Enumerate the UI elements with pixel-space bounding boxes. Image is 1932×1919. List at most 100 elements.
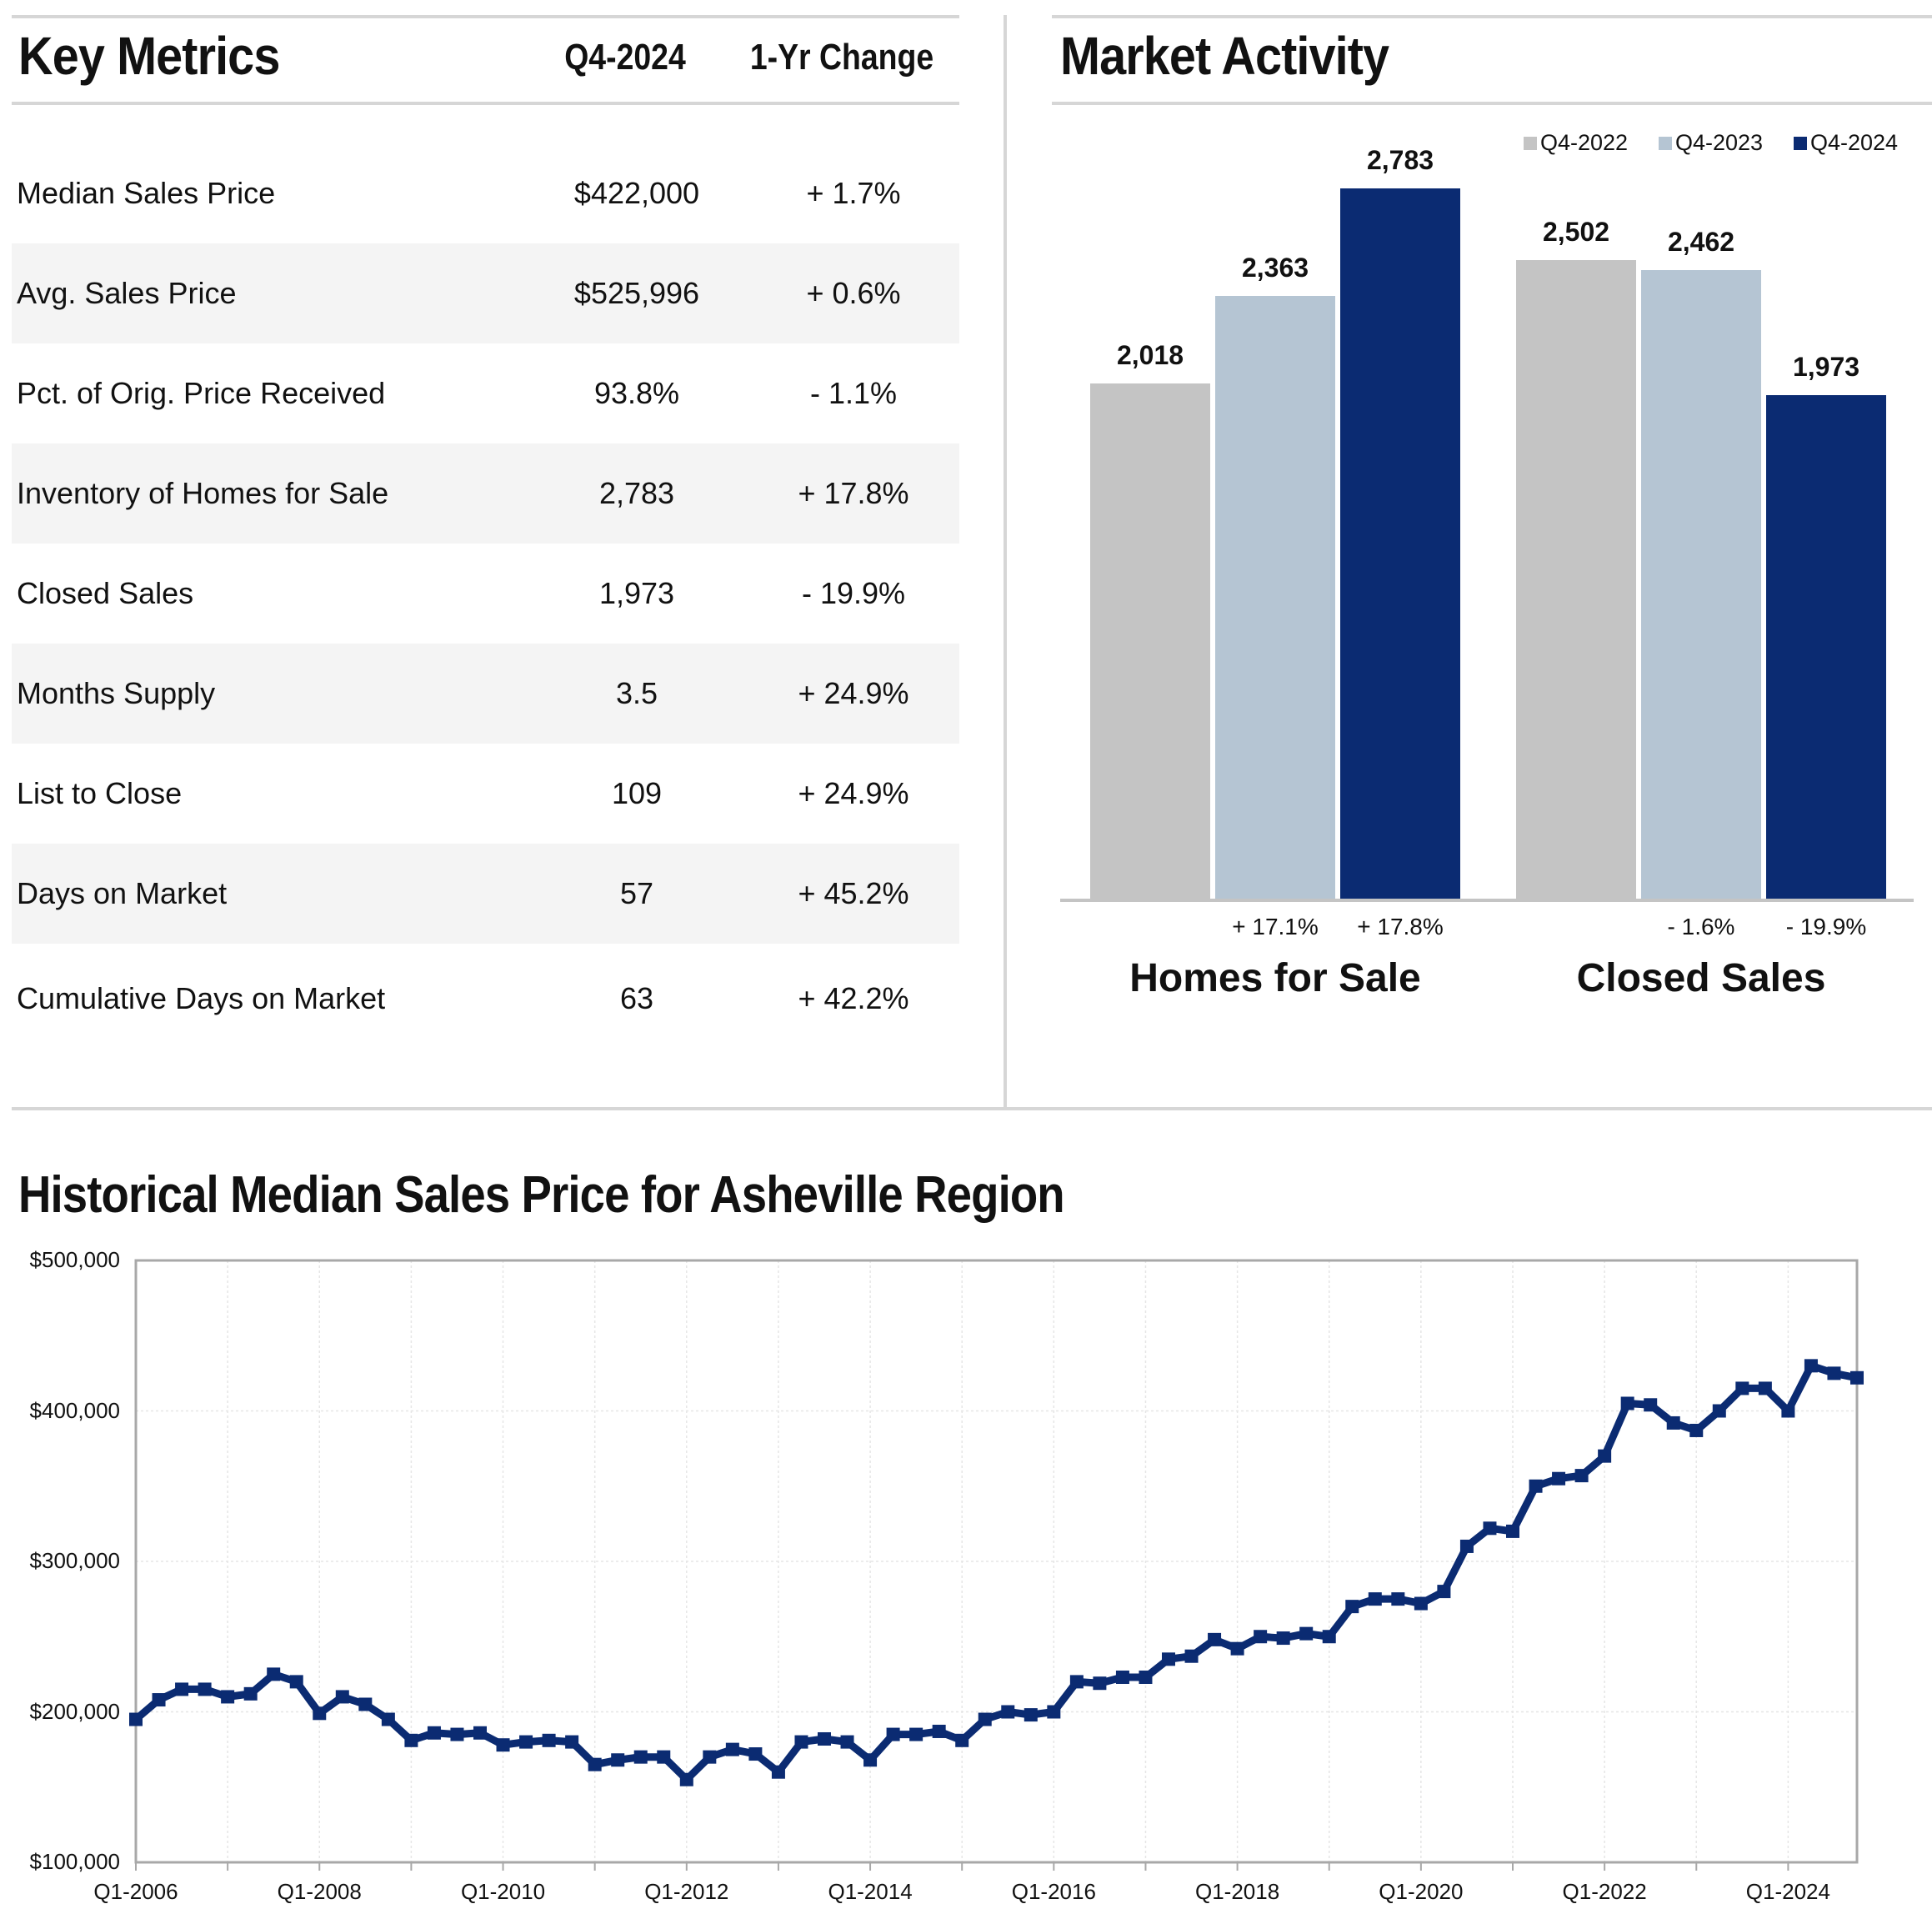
data-point <box>335 1690 349 1704</box>
metric-row: Cumulative Days on Market 63 + 42.2% <box>12 949 959 1049</box>
metric-label: Days on Market <box>17 876 228 910</box>
data-point <box>1093 1676 1107 1691</box>
data-point <box>289 1675 303 1689</box>
bar-change-label: - 1.6% <box>1667 914 1735 939</box>
x-tick-label: Q1-2018 <box>1195 1879 1280 1904</box>
metric-row: Inventory of Homes for Sale 2,783 + 17.8% <box>12 443 959 544</box>
data-point <box>703 1750 717 1764</box>
data-point <box>175 1682 189 1696</box>
bar-value-label: 1,973 <box>1792 352 1860 383</box>
data-point <box>1574 1469 1589 1483</box>
metric-change: + 42.2% <box>798 981 909 1015</box>
data-point <box>840 1735 854 1749</box>
bar-change-label: + 17.8% <box>1357 914 1444 939</box>
bar <box>1516 260 1636 899</box>
data-point <box>519 1735 533 1749</box>
data-point <box>725 1742 739 1756</box>
data-point <box>565 1735 579 1749</box>
data-point <box>1827 1366 1841 1380</box>
legend-item: Q4-2024 <box>1794 130 1898 156</box>
data-point <box>611 1753 625 1767</box>
data-point <box>1735 1381 1749 1395</box>
metric-change: + 24.9% <box>798 776 909 810</box>
data-point <box>542 1733 556 1747</box>
metric-label: Cumulative Days on Market <box>17 981 386 1015</box>
data-point <box>1758 1381 1772 1395</box>
data-point <box>1483 1521 1497 1536</box>
x-tick-label: Q1-2006 <box>93 1879 178 1904</box>
metric-label: Avg. Sales Price <box>17 276 237 310</box>
data-point <box>1162 1652 1175 1666</box>
data-point <box>243 1686 258 1701</box>
x-tick-label: Q1-2024 <box>1745 1879 1830 1904</box>
data-point <box>1047 1705 1061 1719</box>
data-point <box>679 1772 693 1786</box>
metric-value: 2,783 <box>598 476 675 510</box>
data-point <box>1208 1632 1222 1646</box>
bar-value-label: 2,502 <box>1542 217 1610 247</box>
bar-group-label: Homes for Sale <box>1129 956 1421 1000</box>
data-point <box>1437 1585 1451 1599</box>
data-point <box>496 1738 510 1752</box>
plot-frame <box>134 1259 1859 1864</box>
data-point <box>129 1712 143 1726</box>
data-point <box>1322 1630 1336 1644</box>
data-point <box>588 1757 602 1771</box>
data-point <box>1644 1398 1658 1412</box>
metric-label: Months Supply <box>17 676 216 710</box>
data-point <box>818 1731 831 1746</box>
metric-row: Days on Market 57 + 45.2% <box>12 844 959 944</box>
metric-value: 1,973 <box>598 576 675 610</box>
data-point <box>358 1697 373 1711</box>
data-point <box>1391 1592 1405 1606</box>
data-point <box>1506 1524 1519 1538</box>
metric-row: Pct. of Orig. Price Received 93.8% - 1.1% <box>12 343 959 443</box>
metric-row: Closed Sales 1,973 - 19.9% <box>12 544 959 644</box>
metric-label: Closed Sales <box>17 576 194 610</box>
metric-value: $422,000 <box>573 176 700 210</box>
x-tick-label: Q1-2014 <box>828 1879 913 1904</box>
legend-item: Q4-2023 <box>1659 130 1763 156</box>
x-tick-label: Q1-2008 <box>277 1879 362 1904</box>
ma-header-rule <box>1052 102 1932 105</box>
data-point <box>1184 1649 1199 1663</box>
bar-change-label: + 17.1% <box>1232 914 1319 939</box>
data-point <box>1299 1626 1314 1641</box>
legend-swatch <box>1794 137 1807 150</box>
metric-change: - 1.1% <box>809 376 898 410</box>
bar-group-label: Closed Sales <box>1576 956 1826 1000</box>
data-point <box>1276 1631 1290 1646</box>
metric-label: Inventory of Homes for Sale <box>17 476 389 510</box>
bar <box>1215 295 1335 899</box>
y-tick-label: $200,000 <box>29 1698 120 1724</box>
data-point <box>748 1747 763 1761</box>
x-tick-label: Q1-2020 <box>1379 1879 1464 1904</box>
x-tick-label: Q1-2012 <box>644 1879 729 1904</box>
metric-change: - 19.9% <box>801 576 906 610</box>
data-point <box>267 1667 281 1681</box>
km-header-rule <box>12 102 959 105</box>
bar-value-label: 2,462 <box>1667 227 1735 258</box>
km-top-rule <box>12 15 959 18</box>
bar <box>1090 383 1210 899</box>
x-tick-label: Q1-2016 <box>1011 1879 1096 1904</box>
data-point <box>313 1706 327 1721</box>
data-point <box>1069 1675 1084 1689</box>
panel-divider <box>1004 15 1007 1107</box>
data-point <box>1230 1641 1244 1656</box>
y-tick-label: $400,000 <box>29 1397 120 1423</box>
data-point <box>794 1735 808 1749</box>
price-line <box>133 1361 1858 1784</box>
metric-row: Median Sales Price $422,000 + 1.7% <box>12 143 959 243</box>
metric-change: + 24.9% <box>798 676 909 710</box>
ma-top-rule <box>1052 15 1932 18</box>
data-point <box>152 1693 166 1707</box>
y-tick-label: $300,000 <box>29 1548 120 1573</box>
data-point <box>1552 1471 1566 1486</box>
data-point <box>1254 1630 1268 1644</box>
data-point <box>1459 1539 1474 1553</box>
data-point <box>381 1712 395 1726</box>
bar <box>1766 395 1886 899</box>
data-point <box>427 1726 441 1740</box>
